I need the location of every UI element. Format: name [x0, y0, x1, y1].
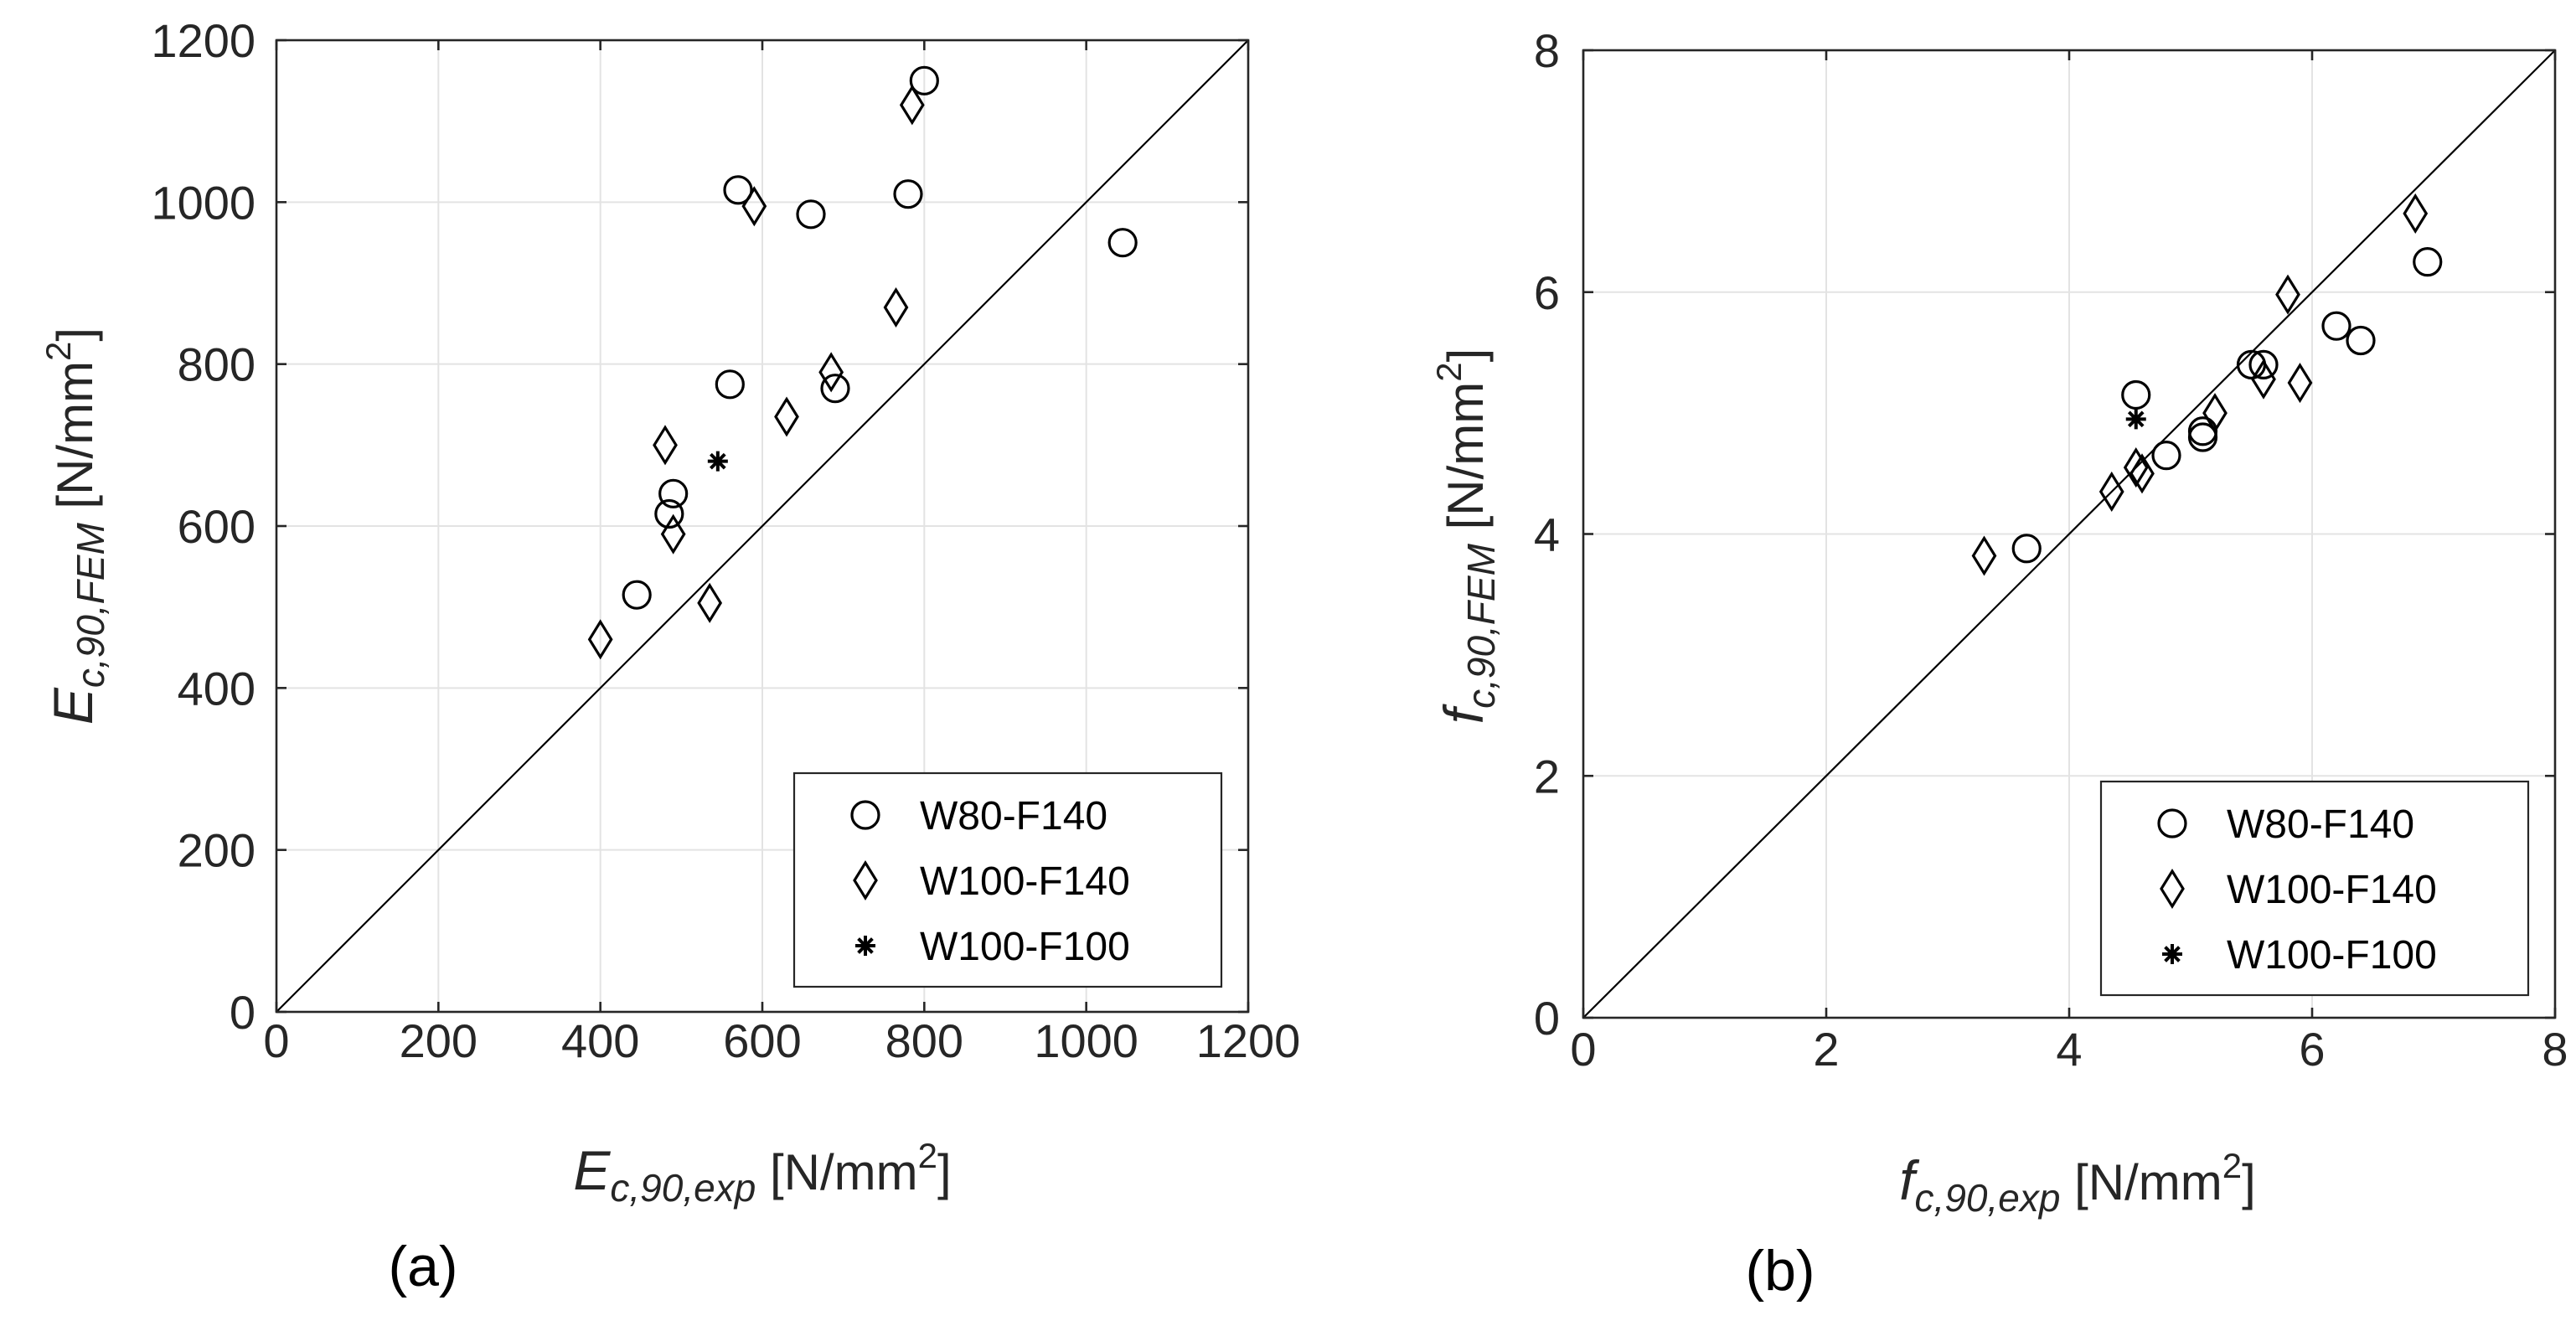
x-tick-label: 200: [400, 1014, 478, 1067]
data-point: [820, 374, 850, 404]
x-tick-label: 400: [561, 1014, 639, 1067]
x-axis-label: fc,90,exp [N/mm2]: [1899, 1146, 2256, 1220]
data-point: [2187, 422, 2218, 452]
data-point: [707, 451, 728, 472]
reference-line: [1582, 49, 2556, 1019]
y-tick-label: 0: [1534, 992, 1560, 1045]
data-point: [909, 65, 939, 95]
data-point: [654, 498, 684, 529]
legend-marker: [853, 859, 878, 901]
data-point: [697, 582, 723, 623]
data-point: [1971, 535, 1997, 576]
series-w100-f100: [707, 451, 728, 472]
data-point: [653, 425, 678, 466]
legend-marker: [855, 936, 875, 956]
legend-entry: W80-F140: [2227, 802, 2414, 847]
data-point: [2129, 453, 2155, 494]
y-axis-label: fc,90,FEM [N/mm2]: [1429, 348, 1503, 725]
chart-panel-a: 0 200 400 600 800 1000 1200 0 200 400 600 800 1000 12…: [39, 14, 1300, 1298]
y-tick-label: 400: [178, 662, 256, 715]
data-point: [2202, 393, 2228, 434]
y-tick-label: 6: [1534, 266, 1560, 319]
y-tick-label: 4: [1534, 508, 1560, 561]
panel-label: (b): [1745, 1239, 1815, 1303]
legend-marker: [2162, 944, 2182, 964]
series-w100-f100: [2125, 409, 2146, 430]
legend-marker: [2160, 868, 2185, 910]
chart-panel-b: 0 2 4 6 8 0 2 4 6 8 fc,90,exp [N/mm2] fc,90,FEM [N/…: [1429, 24, 2568, 1303]
y-tick-label: 1000: [151, 176, 256, 229]
legend: W80-F140 W100-F140 W100-F100: [2099, 780, 2530, 997]
x-tick-label: 8: [2542, 1023, 2568, 1076]
data-point: [2321, 311, 2351, 341]
y-tick-label: 600: [178, 500, 256, 553]
data-point: [774, 396, 799, 437]
series-w80-f140: [622, 65, 1138, 610]
data-point: [658, 478, 689, 508]
data-point: [2413, 247, 2443, 277]
data-point: [818, 352, 844, 393]
reference-line: [276, 39, 1249, 1013]
x-tick-label: 2: [1813, 1023, 1839, 1076]
y-tick-label: 1200: [151, 14, 256, 67]
legend: W80-F140 W100-F140 W100-F100: [792, 771, 1223, 988]
data-point: [883, 286, 909, 328]
legend-marker: [2157, 808, 2187, 838]
x-tick-label: 800: [885, 1014, 963, 1067]
data-point: [2123, 447, 2149, 488]
y-tick-label: 8: [1534, 24, 1560, 77]
x-tick-label: 0: [263, 1014, 289, 1067]
data-point: [660, 513, 686, 555]
x-tick-label: 600: [723, 1014, 801, 1067]
x-tick-label: 0: [1570, 1023, 1596, 1076]
y-tick-label: 800: [178, 338, 256, 391]
data-point: [2275, 274, 2300, 315]
legend-entry: W100-F100: [920, 925, 1130, 969]
legend-marker: [850, 800, 880, 830]
series-w80-f140: [2011, 247, 2443, 564]
y-tick-label: 2: [1534, 750, 1560, 802]
data-point: [2251, 359, 2276, 400]
data-point: [2287, 362, 2313, 404]
x-tick-label: 6: [2299, 1023, 2325, 1076]
legend-entry: W100-F140: [920, 859, 1130, 904]
data-point: [796, 199, 826, 230]
data-point: [2011, 534, 2042, 564]
data-point: [2121, 379, 2151, 410]
data-point: [741, 186, 767, 227]
data-point: [2151, 441, 2181, 471]
data-point: [587, 619, 613, 660]
data-point: [1107, 228, 1138, 258]
data-point: [2125, 409, 2146, 430]
legend-entry: W100-F100: [2227, 933, 2437, 978]
series-w100-f140: [1971, 193, 2429, 576]
y-tick-label: 200: [178, 824, 256, 877]
series-w100-f140: [587, 85, 925, 660]
legend-entry: W80-F140: [920, 794, 1107, 838]
x-tick-label: 4: [2056, 1023, 2082, 1076]
data-point: [2098, 471, 2124, 513]
y-axis-label: Ec,90,FEM [N/mm2]: [39, 328, 112, 725]
y-tick-label: 0: [230, 986, 256, 1039]
data-point: [723, 175, 753, 205]
panel-label: (a): [388, 1235, 457, 1298]
x-axis-label: Ec,90,exp [N/mm2]: [573, 1136, 951, 1210]
data-point: [715, 369, 745, 400]
data-point: [2248, 349, 2279, 379]
data-point: [893, 179, 923, 209]
x-tick-label: 1000: [1034, 1014, 1138, 1067]
data-point: [622, 580, 652, 610]
data-point: [2346, 325, 2376, 356]
data-point: [2403, 193, 2429, 234]
data-point: [899, 85, 925, 126]
legend-entry: W100-F140: [2227, 868, 2437, 912]
x-tick-label: 1200: [1196, 1014, 1301, 1067]
